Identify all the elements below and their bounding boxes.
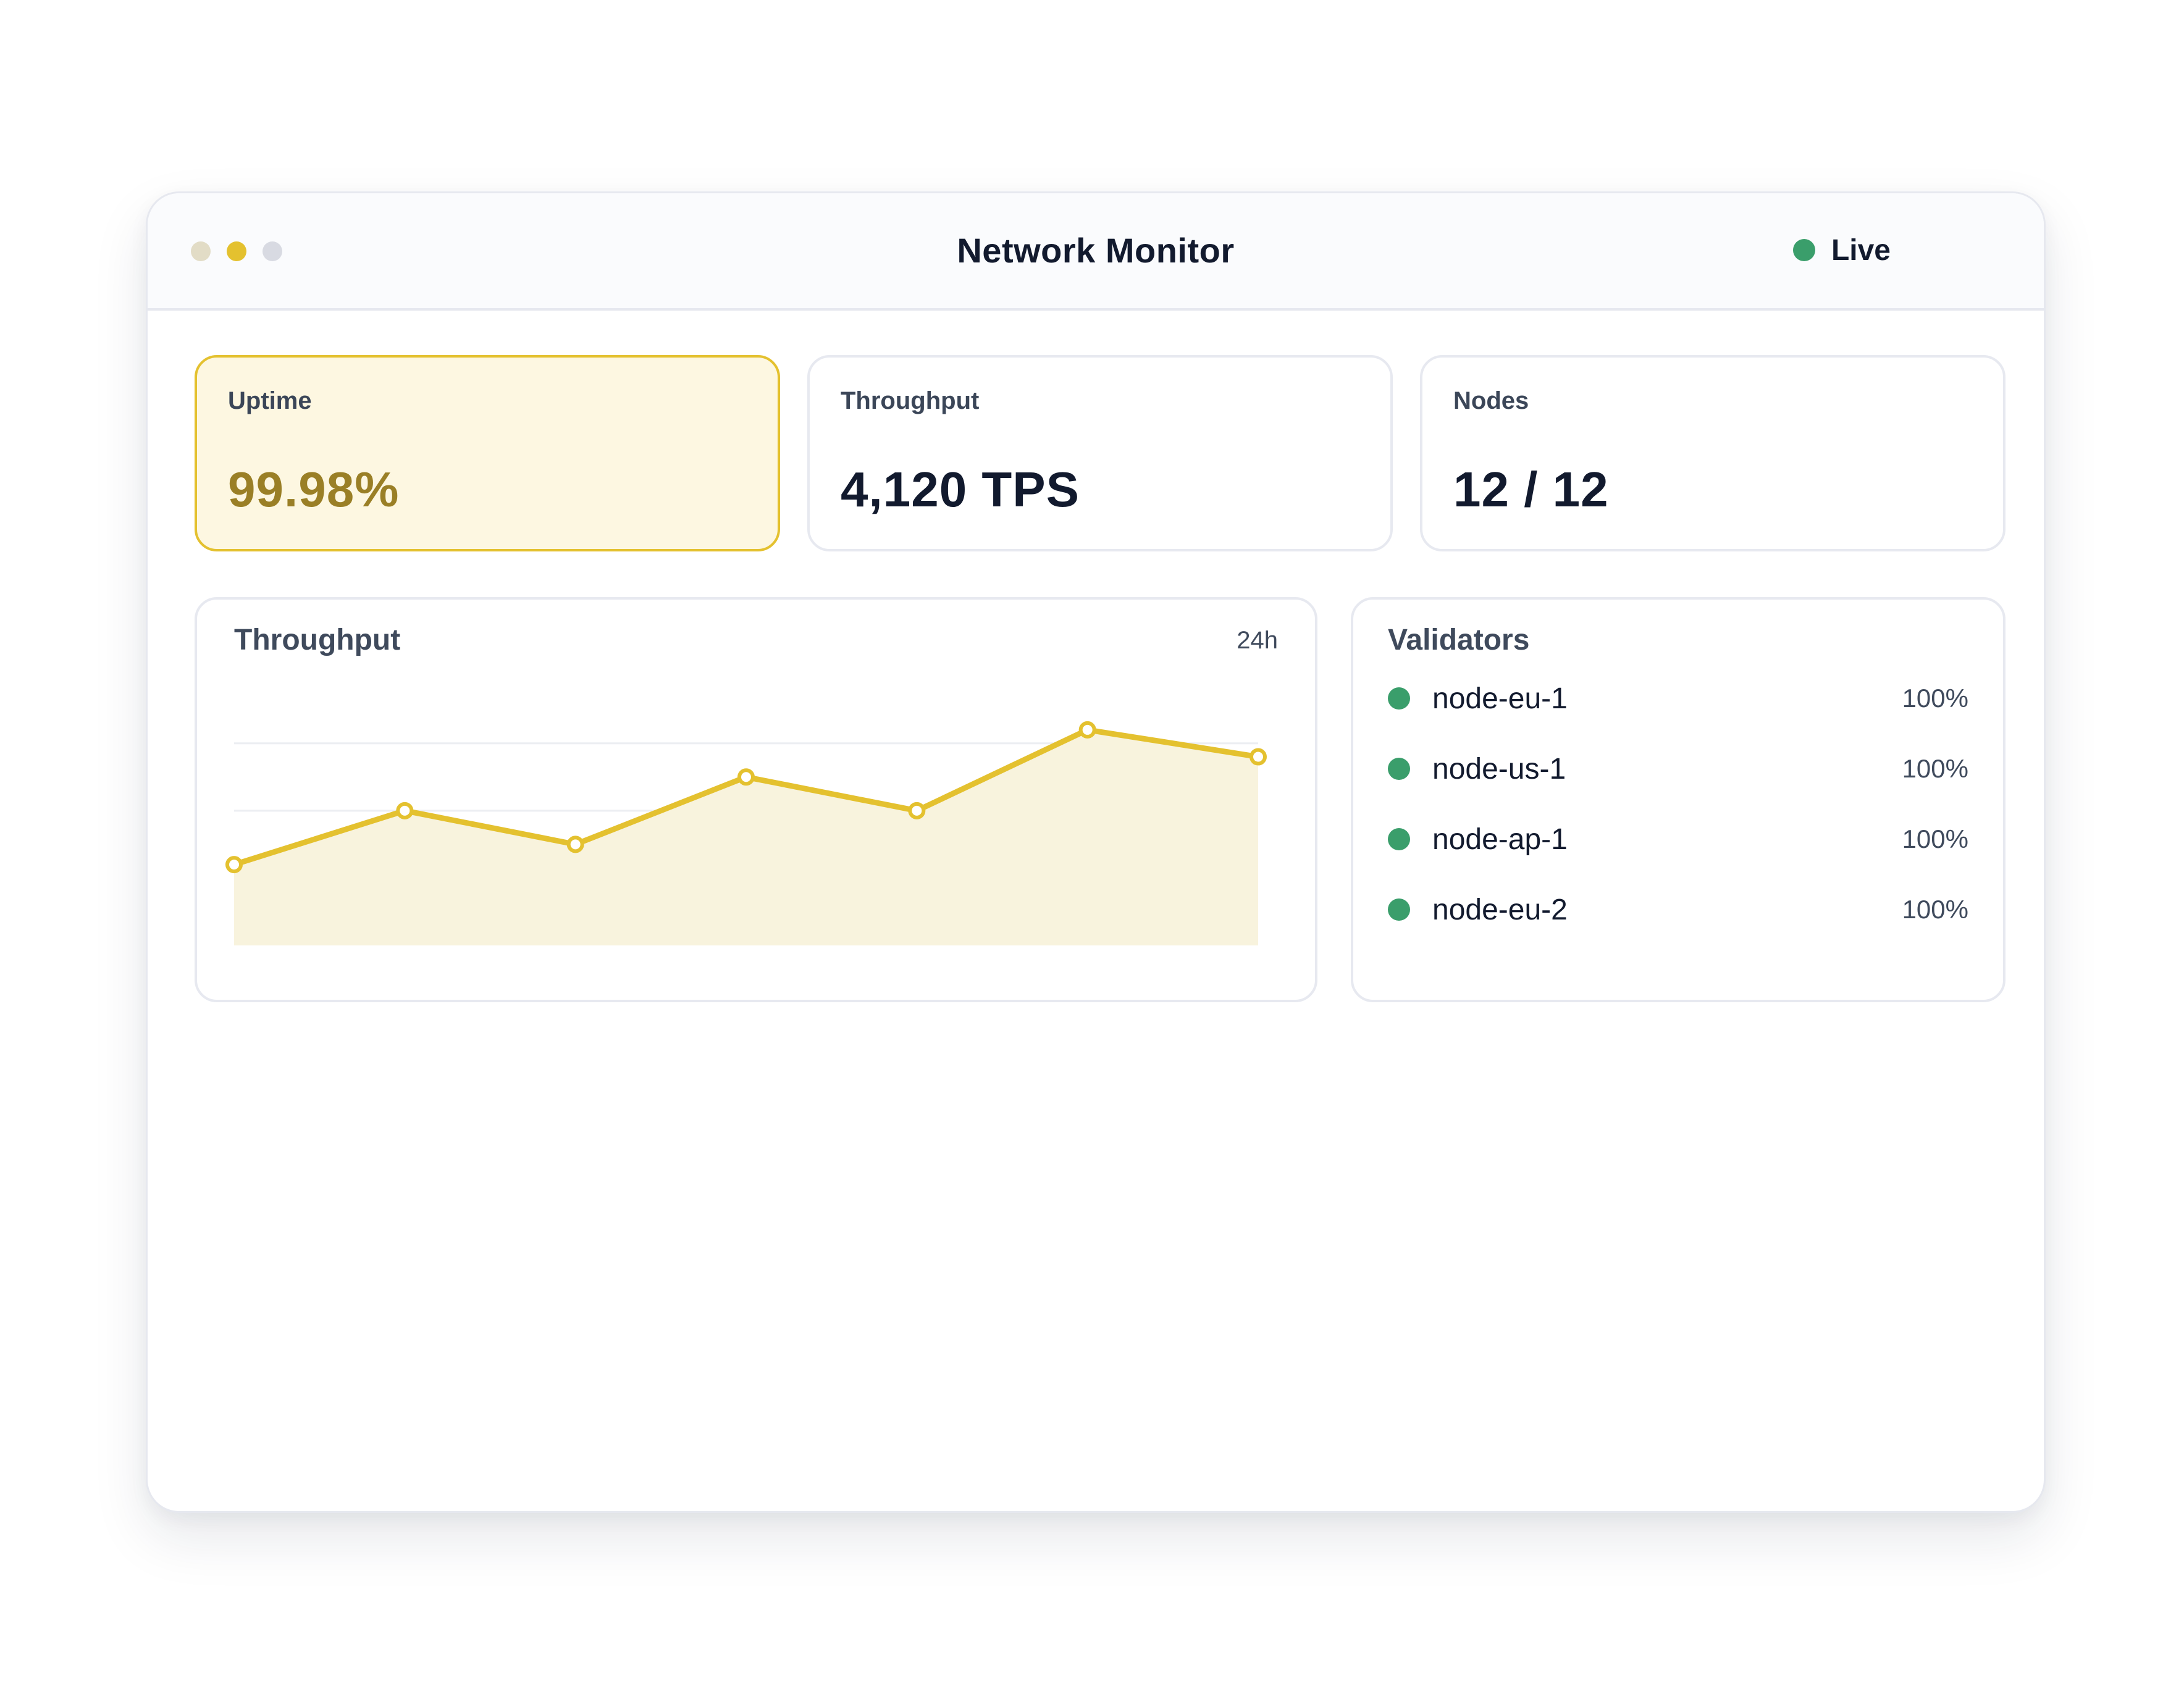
validator-status-dot (1388, 758, 1410, 780)
chart-data-point[interactable] (225, 856, 243, 874)
live-status-indicator: Live (1792, 232, 1891, 269)
stat-value: 99.98% (228, 462, 400, 517)
throughput-chart-panel: Throughput 24h (195, 597, 1317, 1002)
chart-data-point[interactable] (1250, 748, 1267, 766)
validators-panel: Validators node-eu-1 100% node-us-1 100%… (1351, 597, 2006, 1002)
throughput-chart (225, 721, 1267, 945)
validator-row[interactable]: node-eu-1 100% (1388, 679, 1968, 718)
validator-status-dot (1388, 828, 1410, 850)
stat-label: Uptime (228, 387, 312, 414)
chart-title: Throughput (234, 624, 401, 656)
validators-title: Validators (1388, 624, 1530, 656)
validator-status-dot (1388, 687, 1410, 710)
chart-data-point[interactable] (1078, 721, 1096, 739)
live-status-label: Live (1831, 233, 1891, 267)
validator-name: node-ap-1 (1432, 823, 1568, 856)
stat-card-uptime: Uptime 99.98% (195, 355, 780, 551)
validator-uptime: 100% (1902, 895, 1968, 924)
stat-label: Nodes (1453, 387, 1529, 414)
validator-uptime: 100% (1902, 684, 1968, 713)
validator-status-dot (1388, 898, 1410, 921)
validator-name: node-eu-1 (1432, 682, 1568, 715)
chart-data-point[interactable] (396, 802, 414, 819)
validator-row[interactable]: node-us-1 100% (1388, 749, 1968, 789)
validator-row[interactable]: node-eu-2 100% (1388, 890, 1968, 929)
validator-uptime: 100% (1902, 824, 1968, 853)
validator-name: node-eu-2 (1432, 893, 1568, 926)
stat-card-nodes: Nodes 12 / 12 (1420, 355, 2006, 551)
minimize-window-button[interactable] (227, 241, 246, 261)
close-window-button[interactable] (191, 241, 211, 261)
chart-data-point[interactable] (908, 802, 926, 819)
maximize-window-button[interactable] (262, 241, 282, 261)
live-status-dot (1792, 239, 1815, 261)
validator-row[interactable]: node-ap-1 100% (1388, 819, 1968, 859)
chart-data-point[interactable] (566, 836, 584, 853)
validator-uptime: 100% (1902, 754, 1968, 783)
chart-data-point[interactable] (737, 768, 755, 786)
stat-card-throughput: Throughput 4,120 TPS (807, 355, 1393, 551)
stat-value: 12 / 12 (1453, 462, 1609, 517)
chart-area-fill (234, 729, 1258, 945)
stat-label: Throughput (841, 387, 980, 414)
title-bar: Network Monitor Live (148, 193, 2044, 311)
validator-name: node-us-1 (1432, 752, 1566, 785)
stat-value: 4,120 TPS (841, 462, 1080, 517)
app-window: Network Monitor Live Uptime 99.98% Throu… (146, 191, 2046, 1513)
time-range-selector[interactable]: 24h (1237, 627, 1278, 654)
window-title: Network Monitor (957, 231, 1235, 270)
